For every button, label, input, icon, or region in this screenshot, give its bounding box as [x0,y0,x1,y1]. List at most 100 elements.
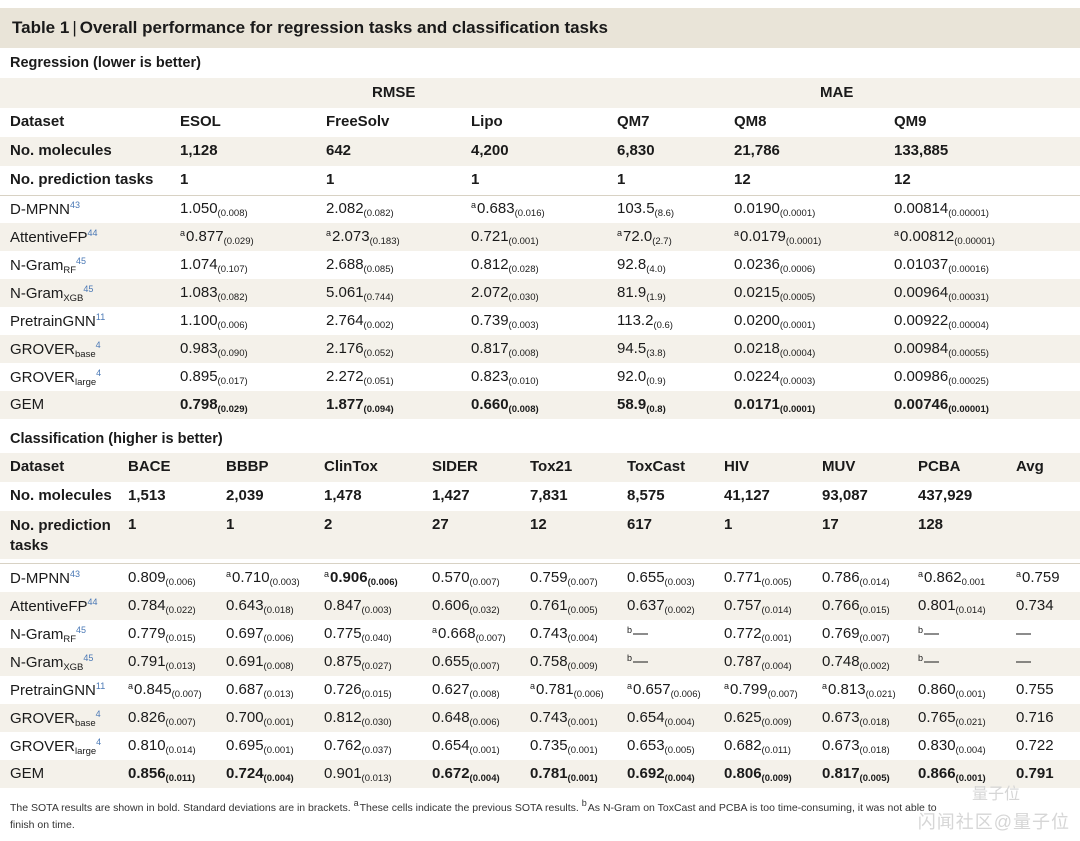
value-cell: 0.743(0.004) [530,625,598,644]
metric-value: 0.683 [477,200,515,217]
std-dev: (0.001) [508,236,539,247]
method-base: N-Gram [10,257,64,274]
value-cell: — [1016,653,1031,670]
metric-value: 0.845 [134,681,172,698]
value-cell: 0.830(0.004) [918,737,986,756]
value-cell: 0.801(0.014) [918,597,986,616]
std-dev: (0.004) [469,773,500,784]
header-cell: 27 [432,516,449,533]
caption-label: Table 1 [12,18,70,37]
value-cell: 103.5(8.6) [617,200,674,219]
value-cell: 0.739(0.003) [471,312,539,331]
reference-number: 44 [87,597,98,607]
value-cell: 0.817(0.008) [471,340,539,359]
std-dev: (0.011) [761,745,791,756]
footnote-mark-b: b [581,798,587,808]
std-dev: (0.008) [217,208,248,219]
value-cell: a0.845(0.007) [128,681,202,700]
std-dev: (0.002) [363,320,394,331]
metric-value: 2.688 [326,256,364,273]
metric-value: 0.812 [471,256,509,273]
footnote-marker: b [918,625,924,635]
value-cell: 58.9(0.8) [617,396,666,415]
metric-value: 0.00812 [900,228,955,245]
row-band [0,137,1080,166]
method-name: D-MPNN43 [10,200,80,218]
metric-value: 0.697 [226,625,264,642]
row-label: No. prediction tasks [10,516,111,556]
metric-value: 0.866 [918,765,956,782]
method-name: N-GramRF45 [10,256,86,276]
header-cell: 4,200 [471,142,509,159]
value-cell: 0.743(0.001) [530,709,598,728]
header-cell: BBBP [226,458,269,475]
method-base: AttentiveFP [10,598,88,615]
std-dev: (0.028) [508,264,539,275]
value-cell: 1.083(0.082) [180,284,248,303]
value-cell: a0.813(0.021) [822,681,896,700]
row-band [0,223,1080,251]
std-dev: (0.005) [664,745,695,756]
std-dev: (0.00025) [948,376,989,387]
value-cell: 0.748(0.002) [822,653,890,672]
std-dev: (0.0001) [779,320,816,331]
value-cell: 0.722 [1016,737,1054,754]
footnote-bold-note: The SOTA results are shown in bold. Stan… [10,802,351,814]
value-cell: 1.050(0.008) [180,200,248,219]
std-dev: (0.107) [217,264,248,275]
header-cell: 12 [530,516,547,533]
value-cell: 0.983(0.090) [180,340,248,359]
metric-value: 0.856 [128,765,166,782]
method-name: N-GramXGB45 [10,284,93,304]
metric-value: 2.176 [326,340,364,357]
value-cell: 0.817(0.005) [822,765,890,784]
reference-number: 4 [95,709,101,719]
value-cell: 0.654(0.004) [627,709,695,728]
reference-number: 11 [95,681,106,691]
row-label: No. molecules [10,487,112,504]
metric-value: 0.826 [128,709,166,726]
metric-value: 0.710 [232,569,270,586]
regression-group-header: RMSE MAE [0,84,1080,104]
header-cell: MUV [822,458,856,475]
value-cell: 2.272(0.051) [326,368,394,387]
std-dev: (0.005) [567,605,598,616]
metric-value: 0.657 [633,681,671,698]
std-dev: (0.005) [761,577,792,588]
metric-value: 92.8 [617,256,647,273]
value-cell: 0.648(0.006) [432,709,500,728]
footnote-marker: a [918,569,924,579]
metric-value: 0.806 [724,765,762,782]
std-dev: 0.001 [961,577,986,588]
metric-value: 1.100 [180,312,218,329]
value-cell: 0.769(0.007) [822,625,890,644]
metric-value: 0.781 [530,765,568,782]
metric-value: 0.0171 [734,396,780,413]
metric-value: 0.759 [530,569,568,586]
value-cell: 0.757(0.014) [724,597,792,616]
value-cell: 0.823(0.010) [471,368,539,387]
footnote-marker: b [627,653,633,663]
footnote-marker: a [617,228,623,238]
footnote-marker: a [471,200,477,210]
value-cell: 0.654(0.001) [432,737,500,756]
value-cell: a0.657(0.006) [627,681,701,700]
metric-value: 0.673 [822,709,860,726]
value-cell: 0.798(0.029) [180,396,248,415]
metric-value: 0.00814 [894,200,949,217]
table-caption: Table 1 | Overall performance for regressi… [0,8,1080,48]
metric-value: — [633,653,649,670]
value-cell: a0.00812(0.00001) [894,228,995,247]
footnote-marker: a [1016,569,1022,579]
value-cell: 0.812(0.028) [471,256,539,275]
header-cell: 1,128 [180,142,218,159]
std-dev: (0.051) [363,376,394,387]
value-cell: 2.072(0.030) [471,284,539,303]
method-variant: large [75,746,97,757]
std-dev: (0.014) [955,605,986,616]
method-base: GEM [10,396,45,413]
metric-value: 0.765 [918,709,956,726]
footnote-marker: a [180,228,186,238]
method-base: N-Gram [10,626,64,643]
method-variant: XGB [63,293,84,304]
